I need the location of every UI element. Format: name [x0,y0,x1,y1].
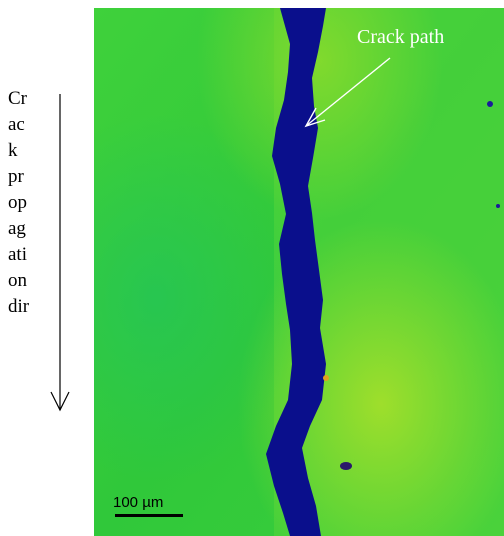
caption-fragment: ati [8,244,27,265]
crack-path-pointer-arrow-icon [305,57,391,127]
caption-fragment: on [8,270,27,291]
inclusion-mark [487,101,493,107]
caption-fragment: pr [8,166,24,187]
propagation-direction-arrow-icon [50,94,70,412]
inclusion-mark [496,204,500,208]
inclusion-mark [340,462,352,470]
caption-fragment: k [8,140,18,161]
micrograph-map [94,8,504,536]
propagation-direction-caption: Cr ac k pr op ag ati on dir [8,86,48,320]
inclusion-mark [323,375,329,381]
crack-path-label: Crack path [357,26,445,48]
crack-region [266,8,326,536]
caption-fragment: op [8,192,27,213]
caption-fragment: ag [8,218,26,239]
caption-fragment: Cr [8,88,27,109]
arrowhead-icon [304,107,326,128]
caption-fragment: dir [8,296,30,317]
scale-bar-label: 100 µm [113,494,164,511]
caption-fragment: ac [8,114,25,135]
scale-bar [115,514,183,517]
